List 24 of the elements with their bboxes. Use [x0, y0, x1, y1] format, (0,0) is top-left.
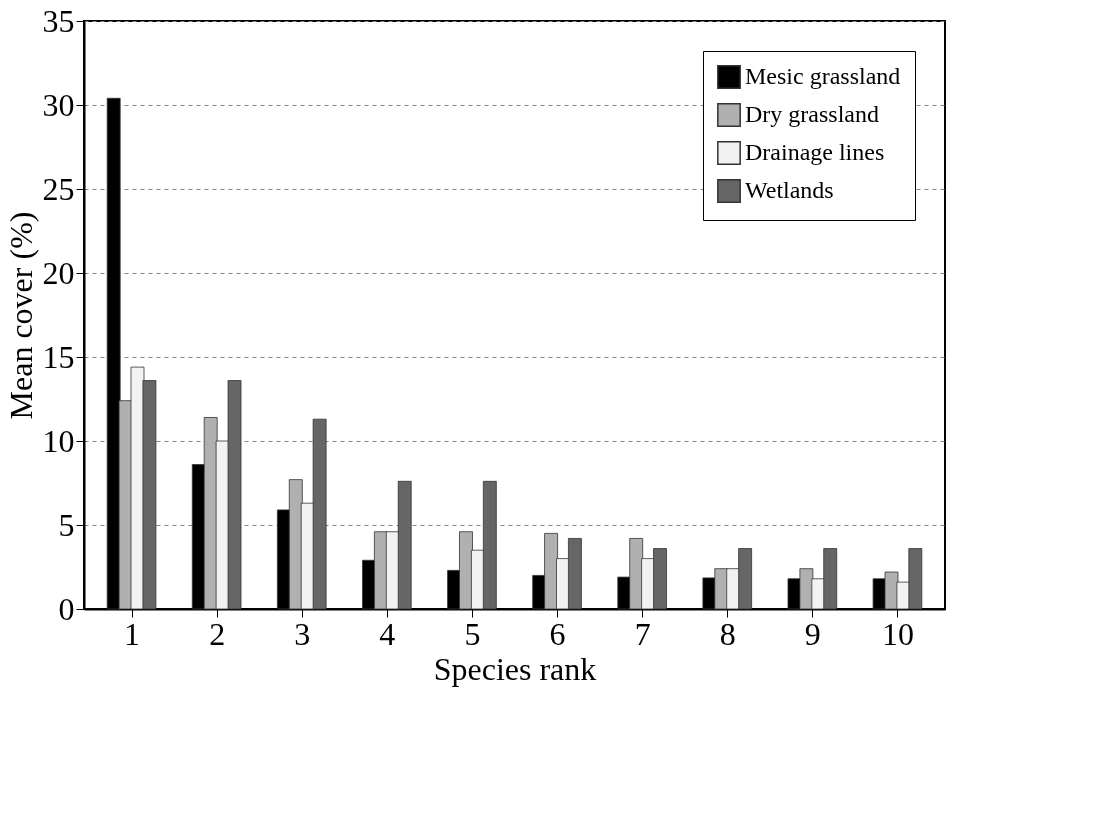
legend-label: Dry grassland — [745, 101, 879, 127]
legend-label: Wetlands — [745, 177, 834, 203]
x-tick-label: 6 — [549, 615, 566, 652]
legend-label: Drainage lines — [745, 139, 885, 165]
y-axis-title: Mean cover (%) — [2, 211, 39, 420]
x-tick-label: 3 — [294, 615, 311, 652]
y-tick-label: 15 — [42, 338, 75, 375]
x-tick-label: 1 — [124, 615, 141, 652]
y-tick-label: 0 — [58, 590, 75, 627]
x-tick-label: 4 — [379, 615, 396, 652]
y-tick-label: 5 — [58, 506, 75, 543]
y-tick-label: 25 — [42, 170, 75, 207]
y-tick-label: 30 — [42, 86, 75, 123]
x-tick-label: 2 — [209, 615, 226, 652]
x-tick-label: 8 — [719, 615, 736, 652]
y-tick-label: 35 — [42, 2, 75, 39]
y-tick-label: 20 — [42, 254, 75, 291]
y-tick-label: 10 — [42, 422, 75, 459]
x-tick-label: 10 — [881, 615, 914, 652]
x-tick-label: 9 — [804, 615, 821, 652]
x-tick-label: 5 — [464, 615, 481, 652]
x-axis-title: Species rank — [433, 650, 597, 687]
legend-label: Mesic grassland — [745, 63, 901, 89]
x-tick-label: 7 — [634, 615, 651, 652]
